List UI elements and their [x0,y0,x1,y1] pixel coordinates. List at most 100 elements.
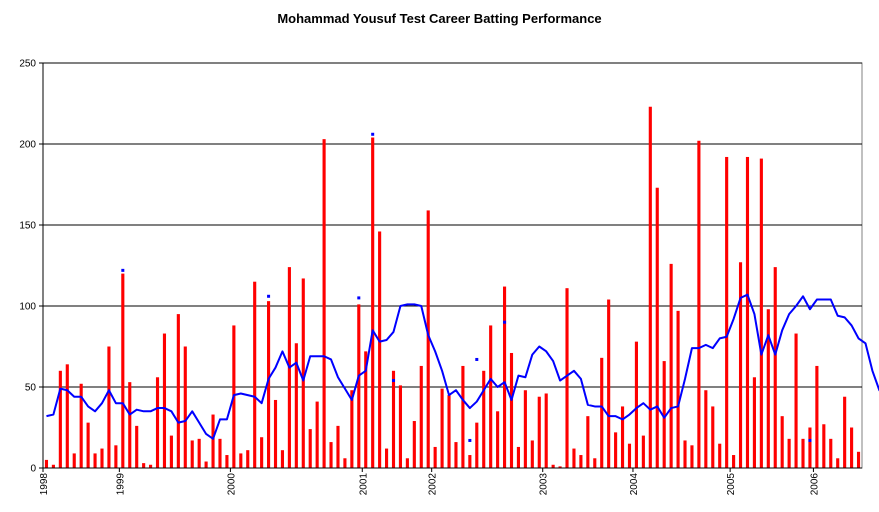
bar [405,458,409,468]
bar [135,425,139,468]
bar [419,365,423,468]
bar [412,421,416,468]
bar [475,422,479,468]
x-axis-ticks: 1998199920002001200220032004200520062007 [39,468,820,496]
bar [523,390,527,468]
bar [121,273,125,468]
bar [808,427,812,468]
bar [142,463,146,468]
not-out-marker [503,320,507,324]
bar [794,333,798,468]
y-tick-label: 250 [19,59,36,70]
bar [815,365,819,468]
bar [357,304,361,468]
bar [614,432,618,468]
bar [509,352,514,468]
bar [516,446,520,468]
y-tick-label: 50 [25,383,37,394]
y-tick-label: 200 [19,140,36,151]
x-tick-label: 2003 [539,473,550,496]
bar [183,346,187,468]
bar [44,459,49,468]
x-tick-label: 2001 [358,473,369,496]
bar [239,453,243,468]
bar [738,262,743,468]
bar [79,383,83,468]
bar [780,416,784,468]
bar [836,458,840,468]
bar [850,427,854,468]
bar [225,455,229,468]
bar [253,281,257,468]
bar [58,370,62,468]
x-tick-label: 2000 [226,473,237,496]
bar [683,440,687,468]
bar [759,158,763,468]
bar [204,461,208,468]
bar [149,464,153,468]
bar [162,333,167,468]
bar [301,278,305,468]
y-tick-label: 0 [30,464,36,475]
bar [627,443,632,468]
bar [620,406,625,468]
bar [433,446,437,468]
bar [426,210,430,469]
bar [343,458,347,468]
bar [273,399,278,468]
not-out-marker [267,294,271,298]
bar [773,267,777,468]
bar [856,451,861,468]
bar [169,435,173,468]
bar [711,406,715,468]
bar [745,156,750,468]
bar [502,286,507,468]
bar [190,440,194,468]
y-tick-label: 150 [19,221,36,232]
bar [100,448,104,468]
bar [280,450,285,468]
bar [155,377,160,468]
bar [544,393,548,468]
bar [593,458,597,468]
x-tick-label: 2002 [428,473,439,496]
chart-title: Mohammad Yousuf Test Career Batting Perf… [277,11,602,26]
bar [350,390,354,468]
bar [329,442,333,468]
bar [829,438,833,468]
bar [65,364,69,468]
bar [197,438,201,468]
bar [128,382,132,468]
bar [489,325,493,468]
bar [371,137,375,468]
bar [322,139,326,468]
bar [211,414,215,468]
bar [93,453,97,468]
bar [496,411,500,468]
bar [107,346,111,468]
bar [308,429,312,468]
y-tick-label: 100 [19,302,36,313]
bar [336,425,340,468]
bar [468,455,472,468]
average-line [46,293,879,440]
bar [246,450,250,468]
bar [461,365,465,468]
bar [51,464,55,468]
bar [260,437,264,468]
bar [218,438,222,468]
bar [482,370,486,468]
x-tick-label: 1999 [115,473,126,496]
bar [669,263,673,468]
bar [600,357,604,468]
bar [447,395,451,468]
bar [579,455,583,468]
bar [752,377,756,468]
bar [725,156,729,468]
bar [676,310,680,468]
bar [822,424,826,468]
bar [801,438,805,468]
bar [72,453,76,468]
bar [572,448,576,468]
